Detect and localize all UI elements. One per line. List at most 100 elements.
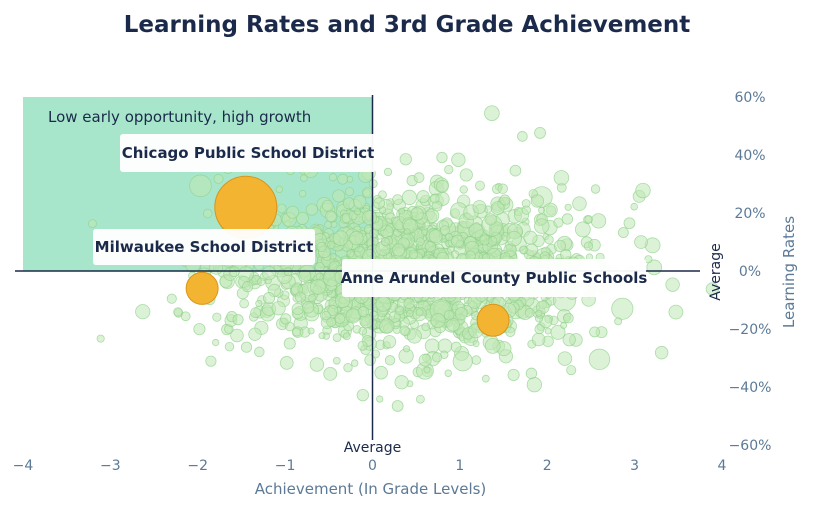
district-point xyxy=(560,321,568,329)
y-tick-label: 20% xyxy=(734,206,765,222)
district-point xyxy=(665,277,680,292)
district-point xyxy=(424,240,436,253)
district-point xyxy=(353,195,367,209)
district-point xyxy=(630,202,638,211)
district-point xyxy=(374,365,388,380)
district-point xyxy=(283,267,293,277)
district-point xyxy=(517,131,528,142)
district-point xyxy=(334,313,346,324)
district-point xyxy=(213,173,224,184)
district-point xyxy=(292,327,302,337)
district-point xyxy=(286,205,300,219)
district-point xyxy=(358,326,368,336)
district-point xyxy=(263,292,276,305)
district-point xyxy=(410,207,424,221)
district-point xyxy=(611,297,634,320)
district-point xyxy=(357,306,369,318)
x-tick-label: 1 xyxy=(455,458,464,474)
district-point xyxy=(474,180,485,191)
x-average-label: Average xyxy=(344,440,402,456)
district-point xyxy=(623,217,636,230)
district-point xyxy=(459,185,468,194)
district-point xyxy=(202,208,213,219)
district-point xyxy=(509,164,522,177)
district-point xyxy=(416,190,430,204)
district-point xyxy=(481,374,490,383)
district-point xyxy=(276,203,287,214)
district-point xyxy=(349,230,364,246)
y-tick-label: 60% xyxy=(734,90,765,106)
y-tick-label: −60% xyxy=(729,438,772,454)
district-point xyxy=(535,309,543,317)
district-point xyxy=(361,209,378,226)
district-point xyxy=(344,187,354,197)
district-point xyxy=(472,340,480,348)
district-point xyxy=(415,308,424,317)
district-point xyxy=(487,236,498,246)
district-point xyxy=(232,314,244,326)
highlighted-district-point xyxy=(185,271,219,305)
district-point xyxy=(328,173,338,182)
district-point xyxy=(402,345,411,353)
district-point xyxy=(298,269,312,283)
district-point xyxy=(443,309,455,321)
district-point xyxy=(212,312,222,322)
callout-label: Milwaukee School District xyxy=(95,238,314,256)
district-point xyxy=(430,193,440,204)
callout-label: Chicago Public School District xyxy=(122,144,375,162)
district-point xyxy=(261,265,277,281)
district-point xyxy=(447,245,455,253)
district-point xyxy=(634,235,648,249)
district-point xyxy=(356,388,370,402)
district-point xyxy=(308,293,317,303)
district-point xyxy=(451,234,464,248)
district-point xyxy=(307,327,315,335)
district-point xyxy=(444,164,454,175)
x-tick-label: 3 xyxy=(630,458,639,474)
district-point xyxy=(302,301,315,314)
district-point xyxy=(590,213,607,229)
district-point xyxy=(499,194,511,206)
district-point xyxy=(563,312,574,324)
district-point xyxy=(416,237,425,246)
district-point xyxy=(326,317,337,328)
y-tick-label: 40% xyxy=(734,148,765,164)
district-point xyxy=(189,174,212,198)
district-point xyxy=(584,215,593,224)
district-point xyxy=(561,213,574,225)
district-point xyxy=(519,245,528,255)
district-point xyxy=(305,203,319,216)
district-point xyxy=(406,328,422,344)
district-point xyxy=(239,298,249,309)
district-point xyxy=(452,351,473,372)
district-point xyxy=(332,333,342,343)
district-point xyxy=(428,229,443,244)
district-point xyxy=(399,153,412,166)
district-point xyxy=(439,225,450,236)
district-point xyxy=(96,334,105,343)
district-point xyxy=(614,317,623,326)
district-point xyxy=(299,189,307,198)
district-point xyxy=(484,213,497,226)
district-point xyxy=(451,152,466,167)
district-point xyxy=(399,325,410,336)
district-point xyxy=(283,337,296,350)
district-point xyxy=(230,328,244,343)
district-point xyxy=(705,282,719,296)
district-point xyxy=(346,249,355,258)
district-point xyxy=(471,355,482,365)
district-point xyxy=(395,305,405,316)
district-point xyxy=(323,366,338,381)
y-average-label: Average xyxy=(708,243,724,301)
district-point xyxy=(588,348,611,371)
district-point xyxy=(255,299,263,307)
district-point xyxy=(342,332,351,341)
district-point xyxy=(373,197,386,210)
district-point xyxy=(392,243,406,257)
district-point xyxy=(562,333,576,347)
x-tick-label: −2 xyxy=(187,458,208,474)
district-point xyxy=(534,218,550,234)
district-point xyxy=(525,367,538,380)
callout-box xyxy=(342,259,646,297)
district-point xyxy=(250,307,262,319)
